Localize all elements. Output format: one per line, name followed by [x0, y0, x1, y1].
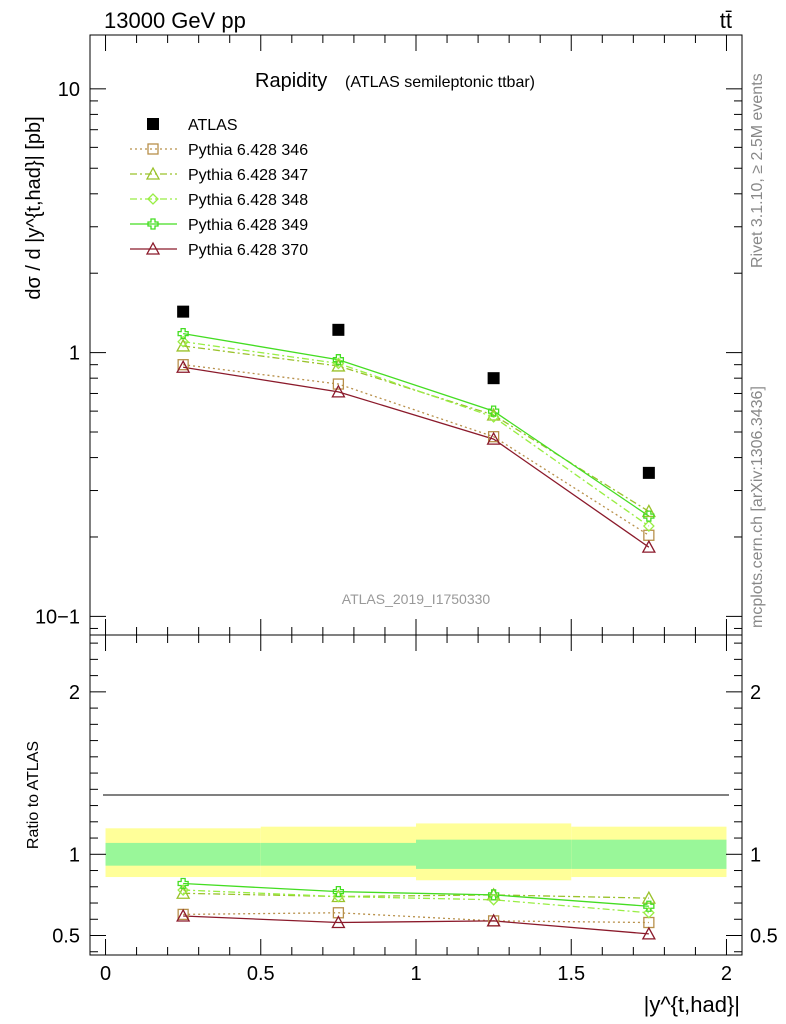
main-point-5-0 [176, 359, 191, 373]
legend-marker-2 [145, 166, 161, 180]
main-subtitle: (ATLAS semileptonic ttbar) [345, 74, 535, 91]
main-point-0-2 [487, 372, 500, 385]
main-point-0-1 [332, 323, 345, 336]
legend-marker-5 [145, 241, 161, 255]
legend-label-2: Pythia 6.428 347 [188, 167, 308, 184]
main-point-0-0 [177, 305, 190, 318]
main-point-5-3 [641, 539, 656, 553]
ratio-stat-band-0 [105, 842, 261, 866]
ratio-y-axis-label: Ratio to ATLAS [25, 741, 42, 849]
ratio-y-tick-label-left: 1 [69, 844, 80, 866]
ratio-stat-band-3 [571, 839, 727, 869]
ratio-point-2-2 [487, 893, 500, 906]
x-tick-label: 2 [721, 963, 732, 985]
ratio-point-4-1 [331, 915, 346, 929]
main-y-tick-label: 1 [69, 343, 80, 365]
legend-label-0: ATLAS [188, 117, 238, 134]
rivet-version-label: Rivet 3.1.10, ≥ 2.5M events [749, 73, 766, 268]
main-point-2-0 [176, 338, 191, 352]
ratio-y-tick-label-left: 0.5 [52, 926, 80, 948]
legend-marker-1 [147, 143, 159, 155]
main-point-4-3 [643, 510, 655, 522]
legend-label-4: Pythia 6.428 349 [188, 217, 308, 234]
main-point-1-1 [332, 378, 345, 390]
main-panel: 10−1 1 10 Rapidity (ATLAS semileptonic ttb… [23, 34, 743, 636]
ratio-point-2-1 [332, 890, 345, 903]
ratio-stat-band-1 [260, 842, 416, 866]
ratio-point-2-3 [642, 906, 655, 919]
main-point-0-3 [642, 466, 655, 479]
main-series-line-2 [183, 345, 650, 512]
legend: ATLAS Pythia 6.428 346 Pythia 6.428 347 Pyt… [130, 117, 308, 259]
ratio-point-1-3 [641, 890, 656, 904]
energy-label: 13000 GeV pp [104, 8, 246, 33]
ratio-point-4-3 [641, 926, 656, 940]
ratio-y-tick-label-right: 1 [750, 844, 761, 866]
legend-marker-0 [147, 118, 159, 130]
main-point-3-0 [177, 335, 190, 348]
main-point-4-1 [332, 354, 345, 366]
legend-label-3: Pythia 6.428 348 [188, 192, 308, 209]
ratio-point-2-0 [177, 884, 190, 896]
main-point-1-2 [487, 431, 500, 443]
ratio-series-line-1 [183, 892, 649, 899]
ratio-point-4-0 [176, 908, 191, 922]
ratio-series-line-4 [183, 915, 649, 935]
ratio-series-line-2 [183, 889, 649, 914]
process-label: tt̄ [720, 8, 732, 33]
main-point-3-2 [487, 411, 500, 423]
main-point-4-2 [487, 405, 500, 417]
main-series-line-4 [183, 333, 650, 517]
legend-label-5: Pythia 6.428 370 [188, 242, 308, 259]
ratio-stat-band-2 [416, 839, 572, 869]
main-title: Rapidity [255, 70, 327, 92]
legend-marker-3 [147, 193, 159, 205]
ratio-series-line-3 [183, 882, 649, 907]
legend-marker-4 [147, 218, 159, 230]
mcplots-label: mcplots.cern.ch [arXiv:1306.3436] [749, 386, 766, 628]
main-series-line-5 [183, 366, 650, 548]
legend-label-1: Pythia 6.428 346 [188, 142, 308, 159]
main-y-tick-label: 10 [58, 79, 80, 101]
analysis-watermark: ATLAS_2019_I1750330 [342, 591, 491, 607]
main-series-line-3 [183, 341, 650, 527]
ratio-point-3-0 [177, 877, 189, 890]
x-tick-label: 1 [410, 963, 421, 985]
ratio-point-3-1 [332, 886, 345, 898]
ratio-y-tick-label-left: 2 [69, 682, 80, 704]
main-point-5-1 [331, 384, 346, 398]
main-series-line-1 [183, 364, 650, 536]
x-axis-label: |y^{t,had}| [644, 992, 740, 1017]
ratio-point-3-2 [487, 889, 500, 901]
ratio-plot-frame [89, 634, 743, 956]
x-tick-label: 0 [100, 963, 111, 985]
ratio-y-tick-label-right: 2 [750, 682, 761, 704]
main-point-2-3 [641, 504, 656, 518]
main-point-3-3 [642, 520, 655, 532]
main-point-1-0 [177, 359, 189, 371]
ratio-panel: 0.5 0.5 1 1 2 2 0 0.5 1 1.5 2 Ratio to ATLAS |y^{t… [25, 634, 778, 1017]
main-y-axis-label: dσ / d |y^{t,had}| [pb] [23, 116, 45, 299]
x-tick-label: 0.5 [247, 963, 275, 985]
ratio-point-4-2 [486, 913, 501, 927]
main-point-4-0 [177, 328, 189, 340]
main-y-tick-label: 10−1 [35, 606, 80, 628]
x-tick-label: 1.5 [557, 963, 585, 985]
main-point-5-2 [486, 431, 501, 445]
ratio-point-3-3 [643, 900, 655, 912]
ratio-y-tick-label-right: 0.5 [750, 926, 778, 948]
